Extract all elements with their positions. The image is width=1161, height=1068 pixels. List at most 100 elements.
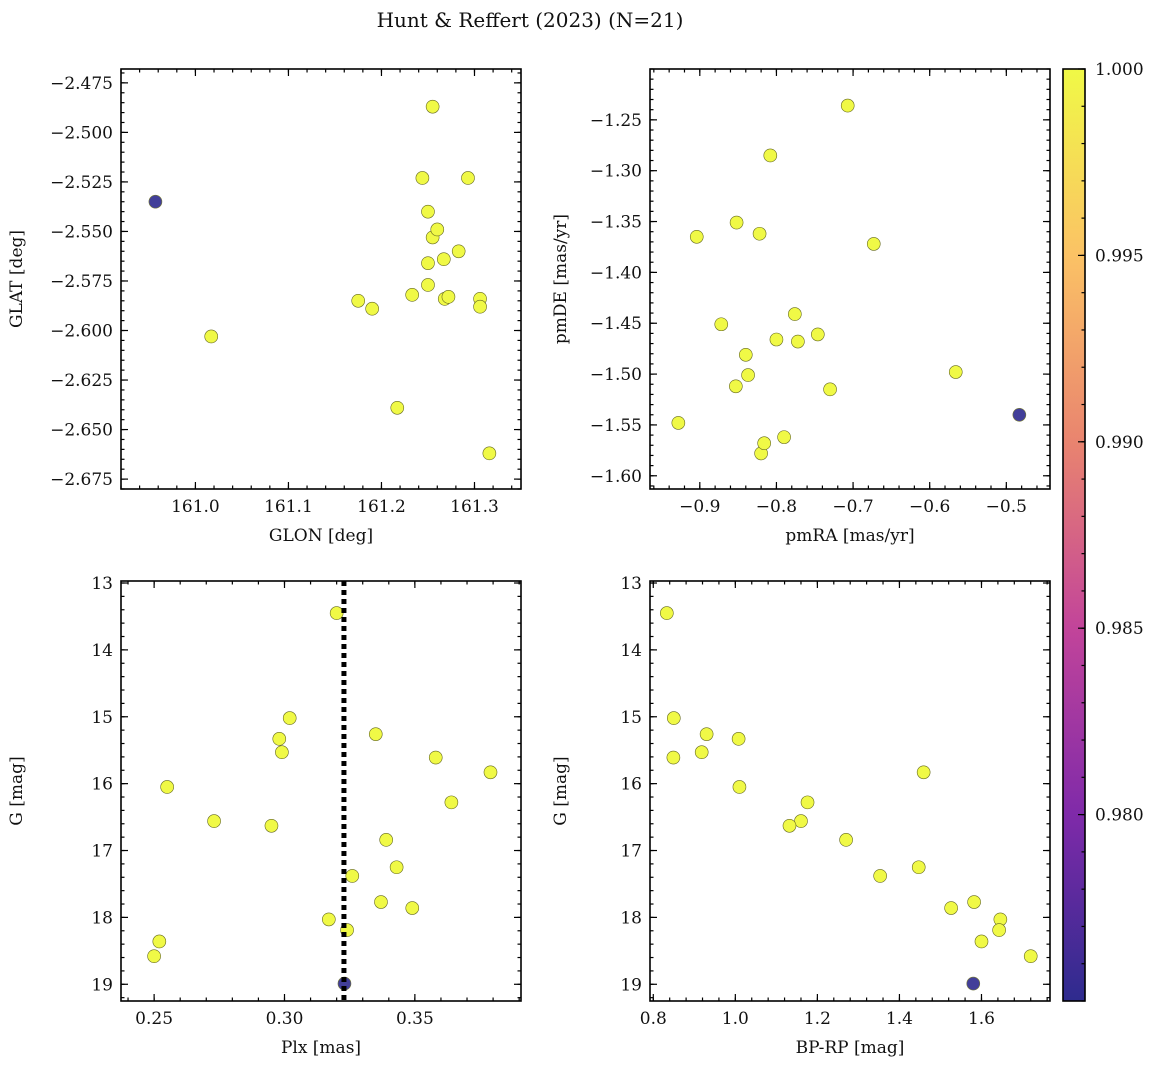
- data-point: [732, 780, 747, 794]
- y-tick-label: 19: [91, 975, 113, 995]
- plot-frame: [120, 580, 522, 1002]
- data-point: [421, 204, 435, 219]
- x-tick-label: −0.5: [986, 497, 1027, 517]
- x-tick-label: 0.30: [266, 1009, 304, 1029]
- data-point: [421, 278, 435, 292]
- data-point: [272, 732, 287, 746]
- y-tick-label: −1.60: [590, 467, 642, 487]
- y-axis-label: G [mag]: [7, 756, 27, 825]
- data-point: [405, 901, 420, 915]
- data-point: [811, 327, 825, 342]
- data-point: [791, 334, 805, 349]
- data-point: [351, 293, 366, 308]
- data-point: [731, 732, 746, 746]
- data-point: [1023, 949, 1038, 963]
- data-point: [430, 222, 445, 237]
- x-tick-label: −0.6: [909, 497, 950, 517]
- plot-frame: [649, 580, 1051, 1002]
- y-tick-label: −2.550: [50, 222, 113, 242]
- x-tick-label: 161.0: [171, 497, 220, 517]
- y-tick-label: 17: [620, 842, 642, 862]
- data-point: [866, 237, 881, 251]
- y-tick-label: 19: [620, 975, 642, 995]
- y-tick-label: 15: [620, 708, 642, 728]
- y-tick-label: 18: [91, 908, 113, 928]
- y-tick-label: 16: [91, 775, 113, 795]
- y-tick-label: −1.45: [590, 314, 642, 334]
- y-axis-label: GLAT [deg]: [7, 230, 27, 328]
- data-point: [769, 332, 784, 347]
- y-tick-label: 17: [91, 842, 113, 862]
- data-point: [368, 727, 383, 741]
- data-point: [741, 368, 755, 382]
- data-point: [840, 98, 855, 113]
- y-tick-label: 14: [91, 641, 113, 661]
- x-tick-label: 1.4: [886, 1009, 913, 1029]
- data-point: [473, 299, 487, 314]
- plot-frame: [649, 68, 1051, 490]
- x-tick-label: 0.8: [640, 1009, 667, 1029]
- data-point: [374, 895, 388, 909]
- data-point: [207, 814, 221, 828]
- panel-glon-glat: 161.0 161.1 161.2 161.3 −2.475 −2.500 −2.525 −2…: [7, 68, 522, 546]
- data-point: [415, 171, 430, 185]
- data-point: [794, 814, 808, 828]
- colorbar-frame: [1062, 68, 1086, 1002]
- data-point: [714, 317, 729, 332]
- y-tick-label: −1.25: [590, 111, 642, 131]
- data-point: [204, 329, 219, 344]
- y-tick-label: −2.600: [50, 322, 113, 342]
- y-tick-label: −1.35: [590, 213, 642, 233]
- y-tick-label: 13: [620, 574, 642, 594]
- data-point: [738, 347, 753, 362]
- data-point: [671, 416, 686, 430]
- data-point: [282, 711, 297, 725]
- data-point: [160, 780, 174, 794]
- data-point: [660, 606, 674, 620]
- data-point: [275, 745, 289, 760]
- y-tick-label: −2.625: [50, 371, 113, 391]
- data-point: [322, 912, 336, 927]
- colorbar-tick-label: 0.985: [1095, 619, 1144, 639]
- data-point: [666, 750, 681, 765]
- x-tick-label: 1.0: [722, 1009, 749, 1029]
- data-point: [379, 833, 393, 847]
- data-point: [421, 256, 435, 270]
- data-point: [451, 244, 466, 259]
- colorbar-tick-label: 0.995: [1095, 246, 1144, 266]
- x-tick-label: 161.2: [357, 497, 406, 517]
- x-tick-label: −0.7: [832, 497, 873, 517]
- data-point: [444, 795, 459, 810]
- data-point: [666, 711, 681, 725]
- x-axis-label: GLON [deg]: [269, 526, 373, 546]
- y-tick-label: 18: [620, 908, 642, 928]
- x-tick-label: 0.35: [396, 1009, 434, 1029]
- data-point: [757, 436, 771, 451]
- data-point: [699, 727, 714, 741]
- data-point: [966, 976, 981, 991]
- panel-plx-g: 0.25 0.30 0.35 13 14 15 16 17 18 19 Plx [mas] G [ma…: [7, 574, 522, 1058]
- y-tick-label: 13: [91, 574, 113, 594]
- x-tick-label: −0.8: [756, 497, 797, 517]
- data-point: [365, 301, 379, 316]
- figure-title: Hunt & Reffert (2023) (N=21): [377, 8, 684, 32]
- colorbar-gradient: [1063, 69, 1085, 1001]
- data-point: [148, 194, 163, 209]
- data-point: [788, 307, 802, 321]
- data-point: [800, 795, 815, 810]
- data-point: [782, 818, 797, 833]
- y-tick-label: 15: [91, 708, 113, 728]
- x-tick-label: 1.2: [804, 1009, 831, 1029]
- y-axis-label: G [mag]: [551, 756, 571, 825]
- y-tick-label: −2.575: [50, 272, 113, 292]
- data-point: [729, 215, 744, 230]
- data-point: [461, 171, 475, 185]
- data-point: [967, 895, 981, 909]
- y-tick-label: 16: [620, 775, 642, 795]
- colorbar: 0.980 0.985 0.990 0.995 1.000: [1062, 60, 1144, 1002]
- data-point: [729, 379, 743, 394]
- colorbar-tick-label: 0.980: [1095, 806, 1144, 826]
- colorbar-tick-label: 0.990: [1095, 433, 1144, 453]
- y-tick-label: 14: [620, 641, 642, 661]
